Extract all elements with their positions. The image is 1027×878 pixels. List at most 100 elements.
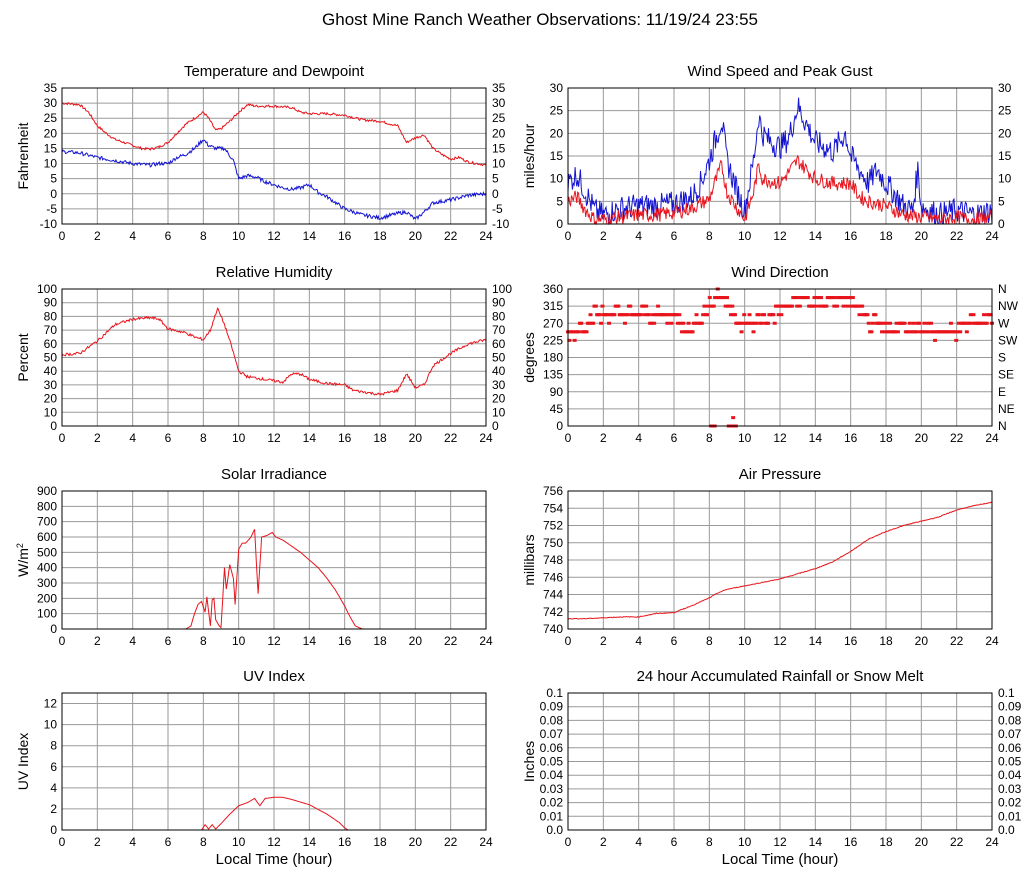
y-tick-label-right: 25	[492, 111, 506, 125]
x-tick-label: 14	[809, 835, 823, 849]
data-point	[817, 304, 822, 308]
x-tick-label: 6	[671, 835, 678, 849]
data-point	[856, 304, 861, 308]
data-point	[895, 330, 900, 334]
y-tick-label-right: -5	[492, 202, 503, 216]
x-tick-label: 8	[706, 229, 713, 243]
series-0-line	[61, 307, 487, 396]
x-tick-label: 6	[671, 431, 678, 445]
data-point	[612, 313, 617, 317]
y-tick-label: 700	[37, 515, 57, 529]
x-tick-label: 4	[635, 835, 642, 849]
x-tick-label: 18	[879, 835, 893, 849]
x-tick-label: 20	[915, 634, 929, 648]
data-point	[759, 321, 764, 325]
x-tick-label: 24	[985, 835, 999, 849]
y-tick-label-right: 5	[492, 172, 499, 186]
y-tick-label: -10	[40, 217, 58, 231]
data-point	[587, 321, 592, 325]
data-point	[685, 330, 690, 334]
data-point	[813, 304, 818, 308]
y-tick-label: 30	[550, 81, 564, 95]
x-tick-label: 8	[200, 835, 207, 849]
data-point	[693, 321, 698, 325]
data-point	[599, 321, 604, 325]
x-tick-label: 12	[773, 229, 787, 243]
y-tick-label-right: 40	[492, 364, 506, 378]
y-tick-label: 0	[50, 419, 57, 433]
y-tick-label: 315	[543, 299, 563, 313]
data-point	[812, 296, 817, 300]
x-tick-label: 22	[444, 431, 458, 445]
data-point	[579, 321, 584, 325]
x-tick-label: 10	[232, 835, 246, 849]
data-point	[775, 304, 780, 308]
data-point	[675, 321, 680, 325]
y-tick-label: 0	[50, 823, 57, 837]
data-point	[616, 304, 621, 308]
x-tick-label: 24	[985, 634, 999, 648]
y-tick-label: 200	[37, 591, 57, 605]
y-tick-label-right: -10	[492, 217, 510, 231]
y-tick-label: 2	[50, 802, 57, 816]
x-tick-label: 24	[479, 431, 493, 445]
data-point	[730, 304, 735, 308]
data-point	[948, 321, 953, 325]
y-tick-label-right: 30	[998, 81, 1012, 95]
y-tick-label-right: 30	[492, 378, 506, 392]
y-tick-label: 15	[44, 141, 58, 155]
y-tick-label-right: 35	[492, 81, 506, 95]
data-point	[845, 304, 850, 308]
y-tick-label: 45	[550, 402, 564, 416]
y-tick-label: 90	[550, 385, 564, 399]
data-point	[865, 313, 870, 317]
y-tick-label-right: 10	[492, 157, 506, 171]
y-tick-label-right: 20	[492, 392, 506, 406]
y-tick-label: 0	[556, 217, 563, 231]
x-tick-label: 18	[373, 431, 387, 445]
y-tick-label-right: 20	[998, 126, 1012, 140]
x-tick-label: 10	[738, 634, 752, 648]
data-point	[707, 296, 712, 300]
x-tick-label: 16	[844, 634, 858, 648]
data-point	[848, 296, 853, 300]
x-tick-label: 8	[200, 634, 207, 648]
x-tick-label: 4	[635, 634, 642, 648]
y-tick-label-right: 25	[998, 104, 1012, 118]
chart-title: Wind Speed and Peak Gust	[687, 63, 873, 80]
data-point	[771, 313, 776, 317]
y-tick-label: 0.09	[540, 700, 564, 714]
x-tick-label: 22	[950, 229, 964, 243]
x-tick-label: 12	[267, 835, 281, 849]
x-tick-label: 0	[59, 634, 66, 648]
data-point	[925, 330, 930, 334]
data-point	[646, 313, 651, 317]
chart-title: Solar Irradiance	[221, 466, 327, 483]
data-point	[750, 321, 755, 325]
chart-title: Relative Humidity	[216, 264, 333, 281]
y-tick-label: 4	[50, 781, 57, 795]
x-tick-label: 6	[165, 431, 172, 445]
chart-title: Air Pressure	[739, 466, 822, 483]
data-point	[849, 304, 854, 308]
x-tick-label: 4	[129, 431, 136, 445]
data-point	[762, 313, 767, 317]
data-point	[914, 330, 919, 334]
data-point	[588, 313, 593, 317]
data-point	[824, 304, 829, 308]
y-tick-label: 748	[543, 553, 563, 567]
data-point	[567, 338, 572, 342]
y-tick-label: 90	[44, 296, 58, 310]
data-point	[844, 296, 849, 300]
y-tick-label: 35	[44, 81, 58, 95]
y-tick-label-right: 0.03	[998, 782, 1022, 796]
y-tick-label: 300	[37, 576, 57, 590]
y-axis-label: miles/hour	[521, 123, 537, 188]
data-point	[728, 313, 733, 317]
y-tick-label-right: 0.02	[998, 796, 1022, 810]
y-tick-label: 10	[44, 405, 58, 419]
x-tick-label: 24	[479, 835, 493, 849]
y-tick-label: 5	[50, 172, 57, 186]
